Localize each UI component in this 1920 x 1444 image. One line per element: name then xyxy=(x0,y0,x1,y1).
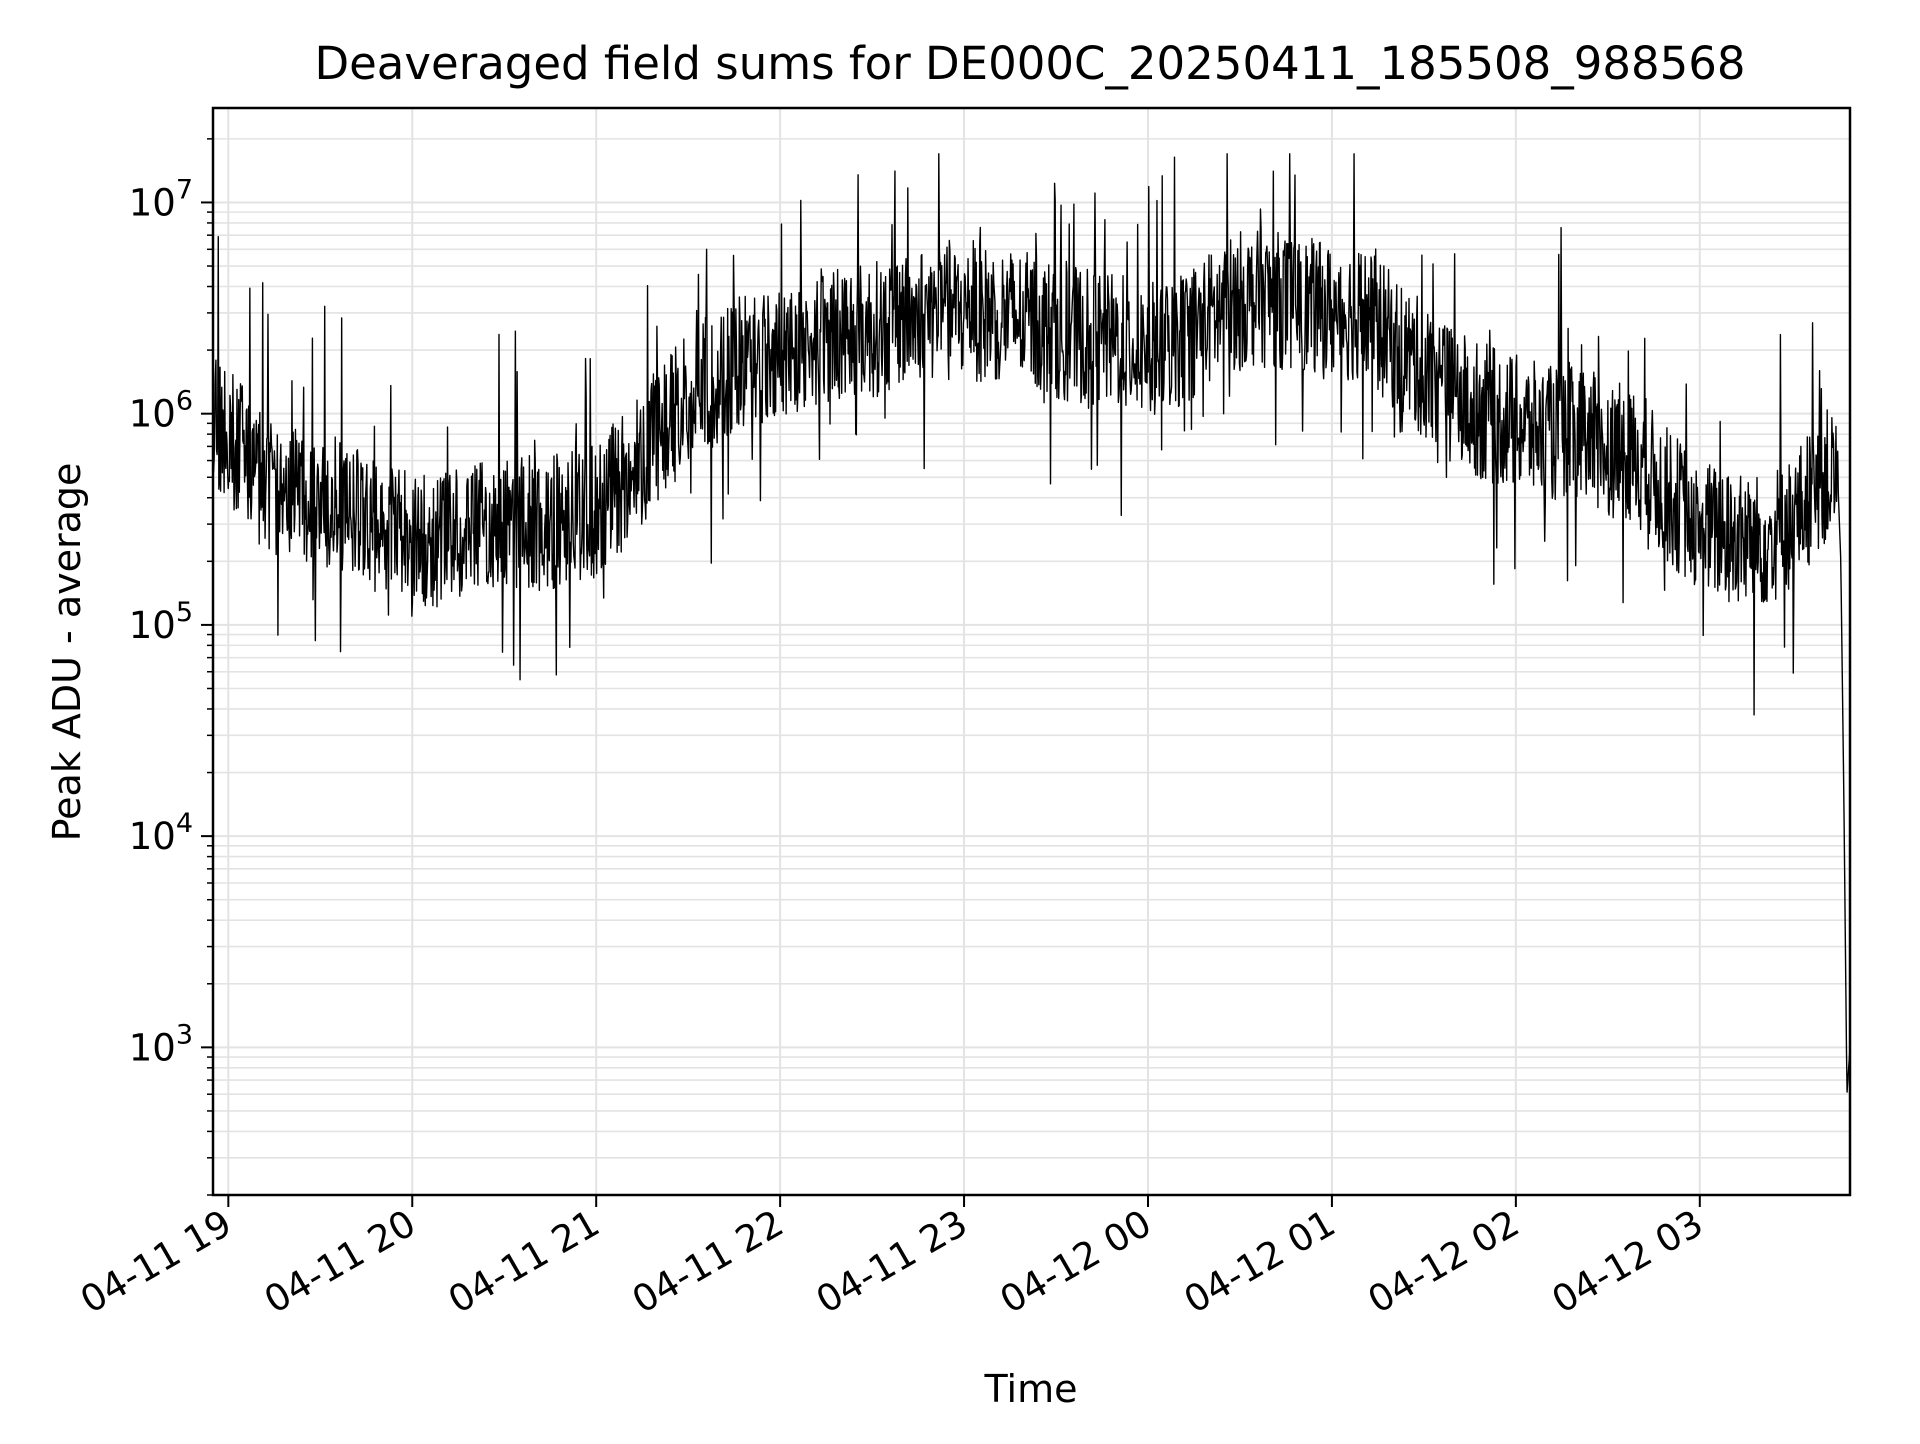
x-tick-label: 04-11 22 xyxy=(625,1202,791,1322)
x-axis-ticks: 04-11 19 04-11 20 04-11 21 04-11 22 04-11 23… xyxy=(73,1195,1710,1322)
series-line xyxy=(212,153,1851,1093)
plot-frame xyxy=(211,106,1852,1197)
x-tick-label: 04-12 02 xyxy=(1361,1202,1527,1322)
x-tick-label: 04-12 03 xyxy=(1545,1202,1711,1322)
x-axis-label: Time xyxy=(984,1367,1078,1411)
x-tick-label: 04-11 21 xyxy=(441,1202,607,1322)
series-layer xyxy=(212,153,1851,1093)
x-tick-label: 04-11 20 xyxy=(257,1202,423,1322)
x-tick-label: 04-11 19 xyxy=(73,1202,239,1322)
y-tick-label: 107 xyxy=(129,174,193,224)
y-tick-label: 106 xyxy=(129,386,193,436)
y-axis-label: Peak ADU - average xyxy=(45,463,89,842)
y-axis-ticks: 103 104 105 106 107 xyxy=(129,138,213,1196)
x-tick-label: 04-11 23 xyxy=(809,1202,975,1322)
y-tick-label: 103 xyxy=(129,1019,193,1069)
x-tick-label: 04-12 00 xyxy=(993,1202,1159,1322)
y-tick-label: 105 xyxy=(129,597,193,647)
grid xyxy=(213,108,1850,1196)
y-tick-label: 104 xyxy=(129,808,193,858)
x-tick-label: 04-12 01 xyxy=(1177,1202,1343,1322)
chart-title: Deaveraged field sums for DE000C_2025041… xyxy=(314,37,1745,90)
